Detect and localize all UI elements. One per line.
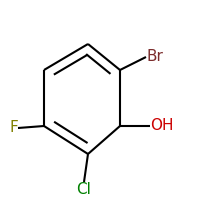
Text: Cl: Cl (77, 182, 91, 197)
Text: F: F (9, 120, 18, 136)
Text: Br: Br (146, 49, 163, 64)
Text: OH: OH (150, 118, 174, 134)
